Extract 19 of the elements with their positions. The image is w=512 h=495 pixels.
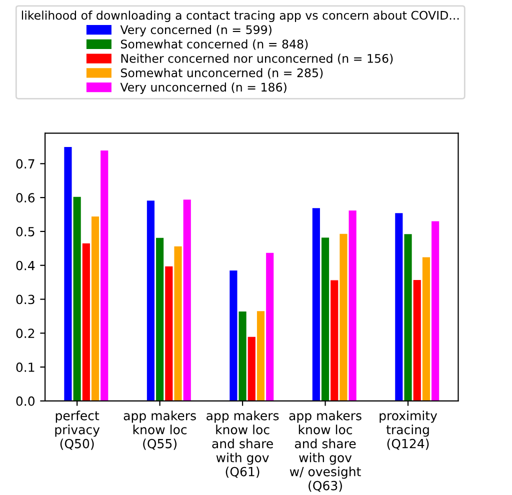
x-tick-label: perfect privacy (Q50) [55, 410, 100, 450]
y-tick-label: 0.2 [16, 328, 34, 338]
legend-label: Somewhat unconcerned (n = 285) [120, 68, 323, 79]
legend-label: Neither concerned nor unconcerned (n = 156) [121, 54, 393, 64]
y-tick-label: 0.6 [16, 193, 35, 202]
y-tick-label: 0.0 [16, 396, 35, 406]
legend-label: Very unconcerned (n = 186) [120, 82, 286, 94]
y-tick-label: 0.1 [16, 362, 34, 372]
y-tick-label: 0.5 [16, 226, 34, 236]
y-tick-label: 0.3 [16, 294, 34, 304]
x-tick-label: app makers know loc and share with gov (Q61) [206, 410, 279, 478]
x-tick-label: proximity tracing (Q124) [380, 410, 438, 450]
legend-title: likelihood of downloading a contact tracing app vs concern about COVID... [22, 10, 459, 22]
y-tick-label: 0.4 [16, 260, 35, 270]
x-tick-label: app makers know loc (Q55) [124, 410, 196, 450]
x-tick-label: app makers know loc and share with gov w/ ovesight (Q63) [289, 410, 362, 492]
legend-label: Very concerned (n = 599) [120, 25, 272, 36]
y-tick-label: 0.7 [16, 159, 34, 169]
legend-label: Somewhat concerned (n = 848) [120, 39, 308, 50]
